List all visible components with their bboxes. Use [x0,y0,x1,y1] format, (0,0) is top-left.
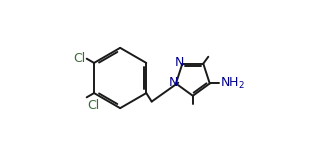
Text: N: N [175,56,184,69]
Text: N: N [168,76,178,89]
Text: Cl: Cl [87,99,100,112]
Text: NH$_2$: NH$_2$ [220,76,245,91]
Text: Cl: Cl [74,52,86,65]
